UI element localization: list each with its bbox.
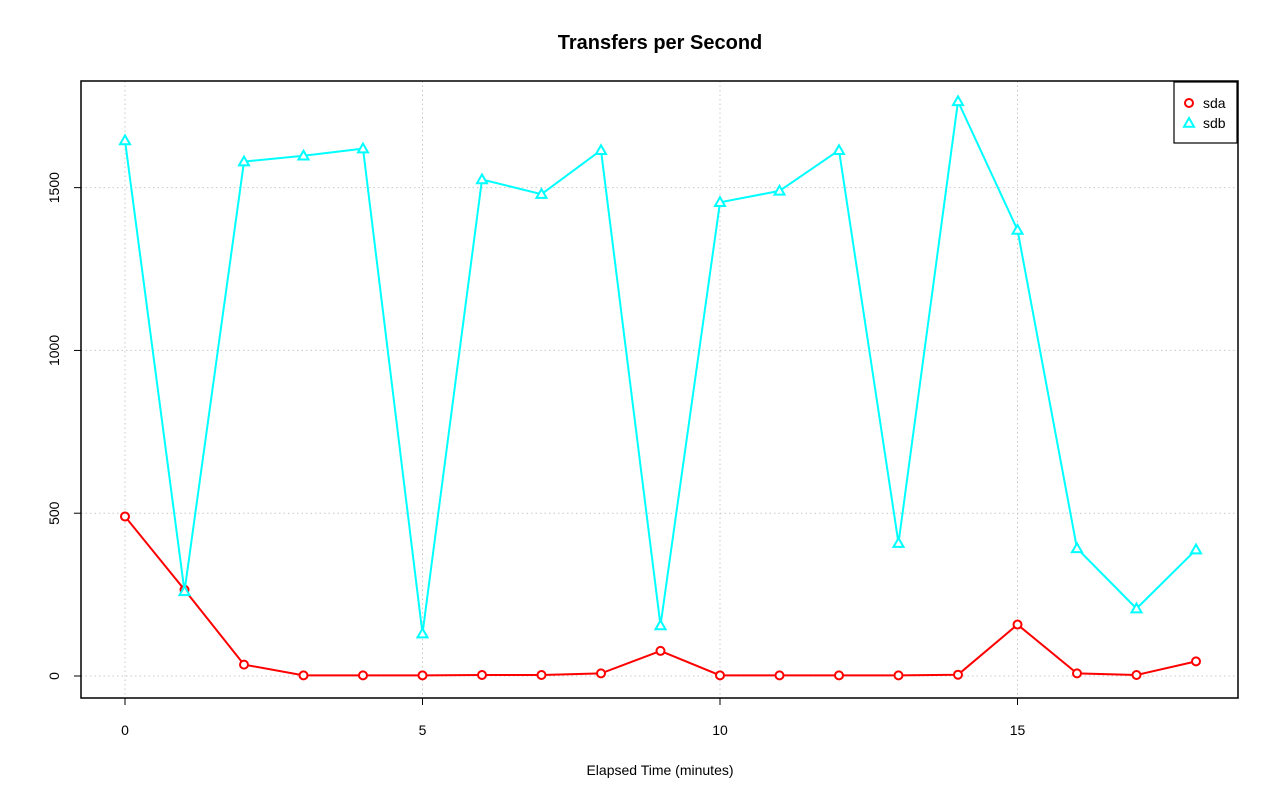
series-sdb [118, 94, 1203, 639]
point-sda [1191, 656, 1201, 667]
series-sda [120, 511, 1201, 681]
point-sda [239, 659, 249, 670]
x-tick-label: 0 [121, 722, 129, 738]
point-sda [120, 511, 130, 522]
plot-frame [80, 80, 1239, 699]
point-sdb [1189, 542, 1203, 555]
y-axis: 0 500 1000 1500 [46, 172, 81, 680]
y-tick-label: 1000 [46, 335, 62, 366]
point-sda [1072, 668, 1082, 679]
point-sda [536, 670, 547, 681]
point-sda [358, 670, 368, 681]
y-tick-label: 500 [46, 501, 62, 525]
point-sda [715, 670, 725, 681]
x-tick-label: 10 [712, 722, 728, 738]
point-sda [893, 670, 904, 681]
point-sda [477, 670, 487, 681]
point-sdb [832, 143, 846, 155]
legend-label-sda: sda [1203, 95, 1226, 111]
point-sdb [594, 143, 608, 155]
legend: sda sdb [1173, 81, 1238, 144]
y-tick-label: 1500 [46, 172, 62, 203]
series-group [118, 94, 1203, 681]
point-sdb [475, 172, 489, 185]
point-sdb [713, 195, 727, 208]
legend-marker-sda [1184, 98, 1194, 108]
point-sdb [1010, 222, 1025, 235]
point-sdb [653, 618, 668, 631]
point-sdb [296, 148, 311, 161]
point-sdb [177, 584, 192, 597]
legend-marker-sdb [1182, 115, 1196, 128]
point-sda [417, 670, 428, 681]
point-sda [1012, 619, 1023, 630]
chart-title: Transfers per Second [558, 32, 763, 54]
point-sda [655, 645, 666, 656]
point-sdb [891, 536, 906, 548]
point-sdb [534, 187, 549, 199]
point-sda [953, 669, 963, 680]
legend-box [1173, 81, 1238, 144]
grid-lines [81, 81, 1238, 698]
point-sdb [118, 133, 132, 146]
point-sda [1131, 670, 1142, 681]
point-sdb [772, 183, 787, 196]
y-tick-label: 0 [46, 672, 62, 680]
point-sda [298, 670, 309, 681]
point-sdb [237, 154, 251, 167]
x-tick-label: 15 [1010, 722, 1026, 738]
point-sda [774, 670, 785, 681]
series-line-sdb [124, 97, 1197, 634]
point-sdb [356, 141, 370, 154]
point-sdb [951, 94, 965, 107]
legend-label-sdb: sdb [1203, 115, 1226, 131]
x-axis-label: Elapsed Time (minutes) [586, 762, 733, 778]
point-sdb [1129, 601, 1144, 614]
point-sdb [415, 626, 430, 639]
point-sda [596, 668, 606, 679]
x-axis: 0 5 10 15 [121, 698, 1025, 738]
x-tick-label: 5 [419, 722, 427, 738]
point-sda [834, 670, 844, 681]
point-sdb [1070, 541, 1084, 554]
